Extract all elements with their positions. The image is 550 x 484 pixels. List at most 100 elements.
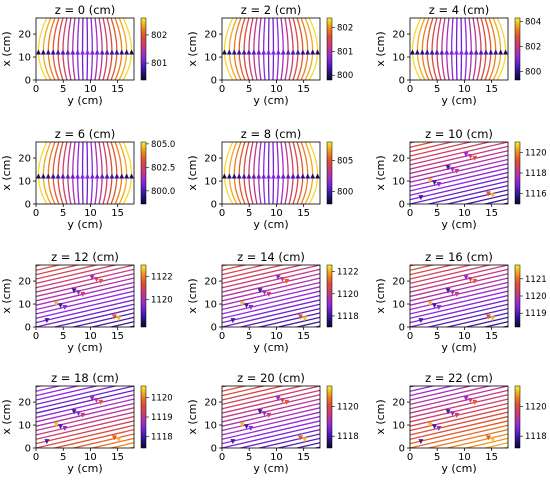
x-tick-label: 5 xyxy=(60,452,66,463)
streamlines xyxy=(222,265,320,327)
streamline xyxy=(410,294,508,319)
arrow-marker xyxy=(93,277,99,283)
x-axis-label: y (cm) xyxy=(67,94,102,107)
streamline xyxy=(223,142,234,204)
colorbar-tick-label: 1120 xyxy=(151,295,173,305)
arrow-marker xyxy=(275,173,281,179)
arrow-marker xyxy=(65,49,71,55)
colorbar-tick-label: 802 xyxy=(337,24,353,34)
arrow-marker xyxy=(75,411,81,417)
streamline xyxy=(36,394,134,419)
x-tick-label: 10 xyxy=(458,208,471,219)
arrow-marker xyxy=(231,49,237,55)
x-axis-label: y (cm) xyxy=(441,94,476,107)
arrow-marker xyxy=(114,49,120,55)
arrow-marker xyxy=(310,49,316,55)
streamline xyxy=(108,442,134,448)
colorbar-tick-label: 1119 xyxy=(525,309,547,319)
streamline xyxy=(36,389,134,414)
y-tick-label: 0 xyxy=(211,323,217,334)
arrow-marker xyxy=(53,301,59,307)
y-tick-label: 20 xyxy=(18,398,31,409)
y-tick-label: 0 xyxy=(25,76,31,87)
arrow-marker xyxy=(295,49,301,55)
x-tick-label: 0 xyxy=(407,84,413,95)
arrow-marker xyxy=(418,318,424,324)
streamline xyxy=(258,18,262,80)
arrow-marker xyxy=(257,409,263,415)
arrow-marker xyxy=(432,180,437,186)
axes-frame xyxy=(35,385,135,449)
x-tick-label: 10 xyxy=(270,452,283,463)
x-tick-label: 0 xyxy=(407,331,413,342)
y-tick-label: 10 xyxy=(18,53,31,64)
subplot-title: z = 20 (cm) xyxy=(237,371,305,385)
arrow-marker xyxy=(490,437,496,443)
arrow-marker xyxy=(444,49,450,55)
streamline xyxy=(36,420,134,445)
y-tick-label: 0 xyxy=(25,200,31,211)
x-axis-label: y (cm) xyxy=(67,218,102,231)
streamline xyxy=(488,18,497,80)
subplot-title: z = 18 (cm) xyxy=(51,371,119,385)
streamlines xyxy=(36,142,134,204)
arrow-marker xyxy=(302,316,308,322)
streamline xyxy=(410,180,508,204)
colorbar-tick-label: 800 xyxy=(337,188,353,198)
arrow-marker xyxy=(454,168,460,174)
arrow-marker xyxy=(436,182,442,188)
streamline xyxy=(410,176,508,201)
streamline xyxy=(410,142,436,148)
streamlines xyxy=(410,18,508,80)
x-tick-label: 15 xyxy=(297,208,310,219)
streamline xyxy=(416,18,426,80)
streamline xyxy=(476,18,482,80)
y-axis-label: x (cm) xyxy=(186,278,199,313)
arrow-marker xyxy=(129,49,134,55)
y-axis-label: x (cm) xyxy=(374,278,387,313)
arrow-marker xyxy=(483,49,489,55)
x-tick-label: 0 xyxy=(219,84,225,95)
axes-frame xyxy=(35,141,135,205)
streamline xyxy=(253,142,258,204)
arrow-marker xyxy=(60,173,66,179)
colorbar-tick-label: 1121 xyxy=(525,275,547,285)
y-tick-label: 20 xyxy=(204,398,217,409)
arrow-marker xyxy=(256,49,262,55)
arrow-marker xyxy=(275,396,281,402)
streamline xyxy=(410,389,508,414)
streamline xyxy=(294,321,320,327)
arrow-marker xyxy=(454,49,460,55)
arrow-marker xyxy=(80,291,86,297)
y-tick-label: 10 xyxy=(18,421,31,432)
arrow-marker xyxy=(98,399,104,405)
y-tick-label: 10 xyxy=(204,177,217,188)
arrow-marker xyxy=(84,173,90,179)
streamline xyxy=(222,265,286,280)
arrow-marker xyxy=(419,49,425,55)
streamline xyxy=(300,18,309,80)
x-tick-label: 15 xyxy=(111,208,124,219)
arrow-marker xyxy=(45,49,51,55)
arrow-marker xyxy=(449,167,455,173)
streamline xyxy=(410,265,455,276)
arrow-marker xyxy=(493,49,499,55)
arrow-marker xyxy=(485,314,491,320)
x-tick-label: 0 xyxy=(407,452,413,463)
arrow-marker xyxy=(246,173,252,179)
streamline xyxy=(237,428,320,448)
streamlines xyxy=(410,142,508,204)
arrow-marker xyxy=(109,173,115,179)
x-tick-label: 10 xyxy=(84,331,97,342)
arrow-marker xyxy=(236,49,242,55)
streamline xyxy=(222,420,320,445)
streamlines xyxy=(410,386,508,448)
colorbar xyxy=(140,385,147,449)
x-tick-label: 10 xyxy=(270,331,283,342)
arrow-marker xyxy=(93,398,99,404)
streamline xyxy=(410,154,508,179)
subplot-title: z = 22 (cm) xyxy=(425,371,493,385)
y-tick-label: 10 xyxy=(392,177,405,188)
streamline xyxy=(62,18,68,80)
colorbar-tick-label: 1120 xyxy=(337,290,359,300)
